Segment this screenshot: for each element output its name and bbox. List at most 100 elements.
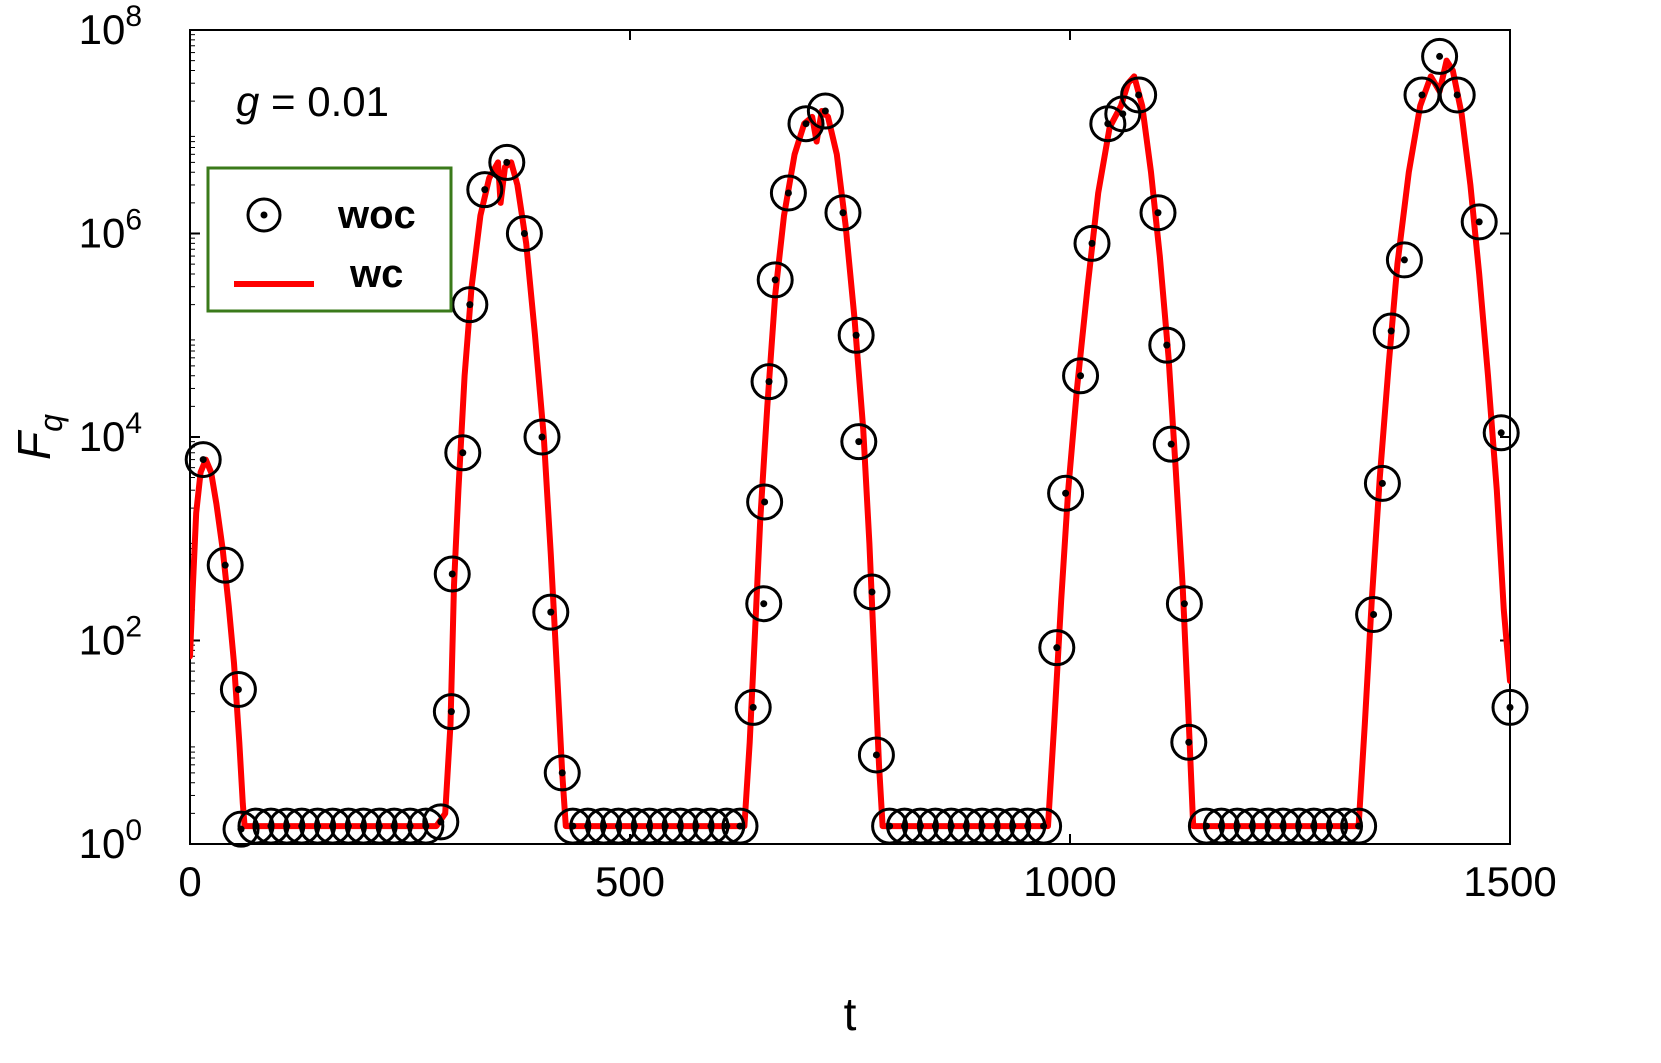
woc-point-dot xyxy=(855,438,863,446)
woc-point-ring xyxy=(840,423,878,461)
woc-point-ring xyxy=(734,688,772,726)
woc-point xyxy=(1038,629,1076,667)
woc-point-dot xyxy=(868,588,876,596)
woc-point-dot xyxy=(1418,91,1426,99)
woc-point-dot xyxy=(1088,239,1096,247)
y-axis-title: Fq xyxy=(8,414,69,460)
woc-point-ring xyxy=(1438,76,1476,114)
x-tick-labels: 0 500 1000 1500 xyxy=(178,858,1556,905)
woc-point-dot xyxy=(1355,822,1363,830)
woc-point-ring xyxy=(750,363,788,401)
woc-point xyxy=(433,555,471,593)
woc-point-dot xyxy=(466,301,474,309)
woc-point-dot xyxy=(821,107,829,115)
woc-point-ring xyxy=(837,316,875,354)
woc-point xyxy=(543,754,581,792)
woc-point xyxy=(206,546,244,584)
x-axis-title: t xyxy=(844,988,857,1040)
woc-point-dot xyxy=(784,189,792,197)
woc-point-ring xyxy=(219,670,257,708)
woc-point-dot xyxy=(749,703,757,711)
woc-point-dot xyxy=(481,186,489,194)
woc-point xyxy=(444,434,482,472)
legend-marker-woc xyxy=(246,197,282,233)
x-tick-label: 1500 xyxy=(1463,858,1556,905)
woc-point-dot xyxy=(723,822,731,830)
woc-point xyxy=(756,261,794,299)
woc-point xyxy=(853,573,891,611)
woc-point-dot xyxy=(1167,440,1175,448)
woc-point xyxy=(219,670,257,708)
woc-point xyxy=(488,143,526,181)
woc-point-ring xyxy=(824,194,862,232)
woc-point-ring xyxy=(1062,357,1100,395)
woc-point xyxy=(1460,203,1498,241)
woc-point xyxy=(1421,37,1459,75)
woc-point-dot xyxy=(1154,209,1162,217)
woc-point-ring xyxy=(1385,241,1423,279)
woc-point-dot xyxy=(839,209,847,217)
woc-point xyxy=(746,483,784,521)
legend-label-woc: woc xyxy=(337,193,416,237)
woc-point-ring xyxy=(1355,596,1393,634)
woc-point-dot xyxy=(503,158,511,166)
woc-point-dot xyxy=(1053,644,1061,652)
woc-point xyxy=(1025,807,1063,845)
legend: woc wc xyxy=(206,166,453,313)
woc-point-dot xyxy=(1062,489,1070,497)
woc-point-ring xyxy=(451,286,489,324)
woc-point-dot xyxy=(1506,703,1514,711)
woc-point xyxy=(1139,194,1177,232)
woc-point-dot xyxy=(802,120,810,128)
y-tick-label: 102 xyxy=(79,611,142,664)
woc-point xyxy=(1482,414,1520,452)
woc-point-ring xyxy=(1152,425,1190,463)
woc-point-ring xyxy=(1363,464,1401,502)
woc-point xyxy=(1165,585,1203,623)
woc-point-dot xyxy=(1453,91,1461,99)
woc-point xyxy=(1491,688,1529,726)
woc-point-dot xyxy=(459,449,467,457)
y-tick-label: 108 xyxy=(79,0,142,53)
legend-marker-woc-dot xyxy=(260,211,268,219)
woc-point xyxy=(1062,357,1100,395)
woc-point-dot xyxy=(872,751,880,759)
woc-point xyxy=(1073,224,1111,262)
woc-point xyxy=(523,418,561,456)
woc-point-ring xyxy=(1460,203,1498,241)
woc-point xyxy=(837,316,875,354)
woc-point-dot xyxy=(1497,429,1505,437)
woc-point-ring xyxy=(184,441,222,479)
legend-box xyxy=(206,166,453,313)
y-axis-title-main: F xyxy=(8,429,60,460)
woc-point xyxy=(1385,241,1423,279)
annotation-label: g = 0.01 xyxy=(236,78,389,125)
y-tick-label: 106 xyxy=(79,204,142,257)
woc-point-dot xyxy=(1135,91,1143,99)
woc-point-ring xyxy=(1139,194,1177,232)
woc-point xyxy=(1363,464,1401,502)
y-tick-label: 104 xyxy=(79,407,142,460)
woc-point-ring xyxy=(444,434,482,472)
woc-point-ring xyxy=(1421,37,1459,75)
woc-point xyxy=(824,194,862,232)
woc-point-dot xyxy=(1400,256,1408,264)
woc-point xyxy=(721,807,759,845)
woc-point xyxy=(184,441,222,479)
woc-point xyxy=(466,171,504,209)
woc-point-ring xyxy=(466,171,504,209)
woc-point-ring xyxy=(1372,312,1410,350)
woc-point-ring xyxy=(1165,585,1203,623)
woc-point xyxy=(708,807,746,845)
woc-point-dot xyxy=(447,708,455,716)
woc-point-ring xyxy=(853,573,891,611)
woc-point xyxy=(1340,807,1378,845)
woc-point-dot xyxy=(1077,372,1085,380)
woc-point-dot xyxy=(538,433,546,441)
woc-point xyxy=(1170,723,1208,761)
woc-point xyxy=(1152,425,1190,463)
woc-point-dot xyxy=(1180,600,1188,608)
woc-point-ring xyxy=(1491,688,1529,726)
